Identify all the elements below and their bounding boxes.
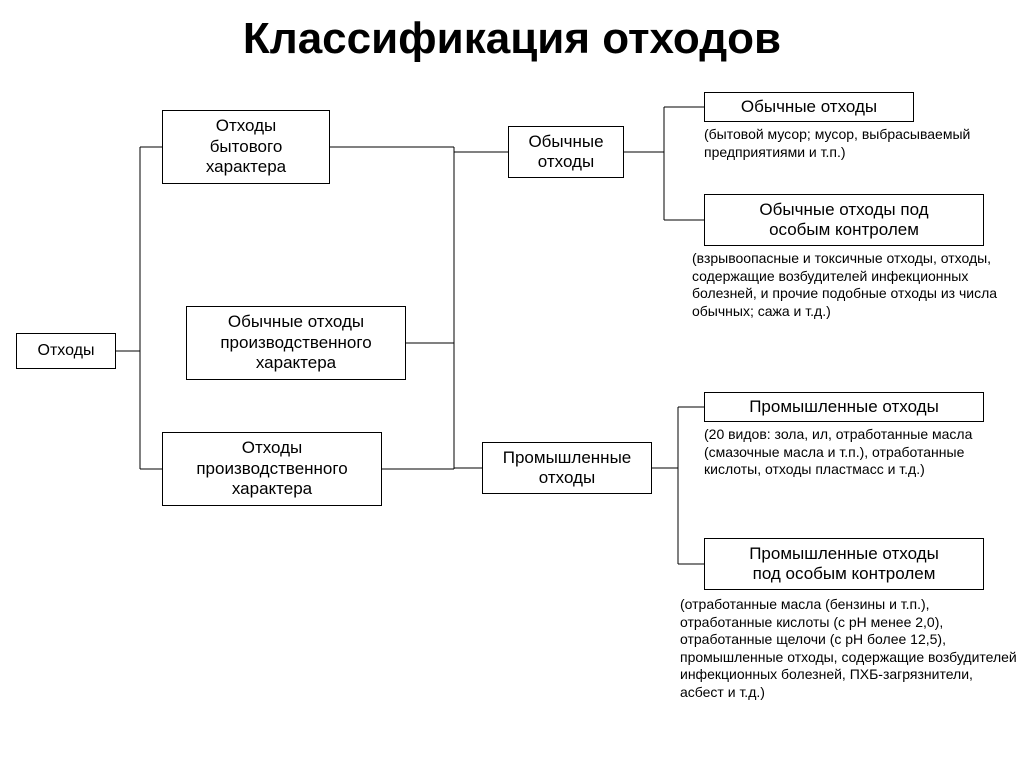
desc-l3d: (отработанные масла (бензины и т.п.), от… xyxy=(680,596,1020,701)
node-l3c: Промышленные отходы xyxy=(704,392,984,422)
node-l3b: Обычные отходы подособым контролем xyxy=(704,194,984,246)
diagram-title: Классификация отходов xyxy=(142,14,882,64)
node-l1c: Отходыпроизводственногохарактера xyxy=(162,432,382,506)
node-l1a: Отходыбытовогохарактера xyxy=(162,110,330,184)
node-l2b: Промышленныеотходы xyxy=(482,442,652,494)
node-root: Отходы xyxy=(16,333,116,369)
diagram-canvas: Классификация отходов Отходы Отходыбытово… xyxy=(0,0,1024,767)
node-l2a: Обычныеотходы xyxy=(508,126,624,178)
node-l3d: Промышленные отходыпод особым контролем xyxy=(704,538,984,590)
desc-l3b: (взрывоопасные и токсичные отходы, отход… xyxy=(692,250,1022,320)
node-l3a: Обычные отходы xyxy=(704,92,914,122)
desc-l3a: (бытовой мусор; мусор, выбрасываемый пре… xyxy=(704,126,1016,161)
desc-l3c: (20 видов: зола, ил, отработанные масла … xyxy=(704,426,1016,479)
node-l1b: Обычные отходыпроизводственногохарактера xyxy=(186,306,406,380)
